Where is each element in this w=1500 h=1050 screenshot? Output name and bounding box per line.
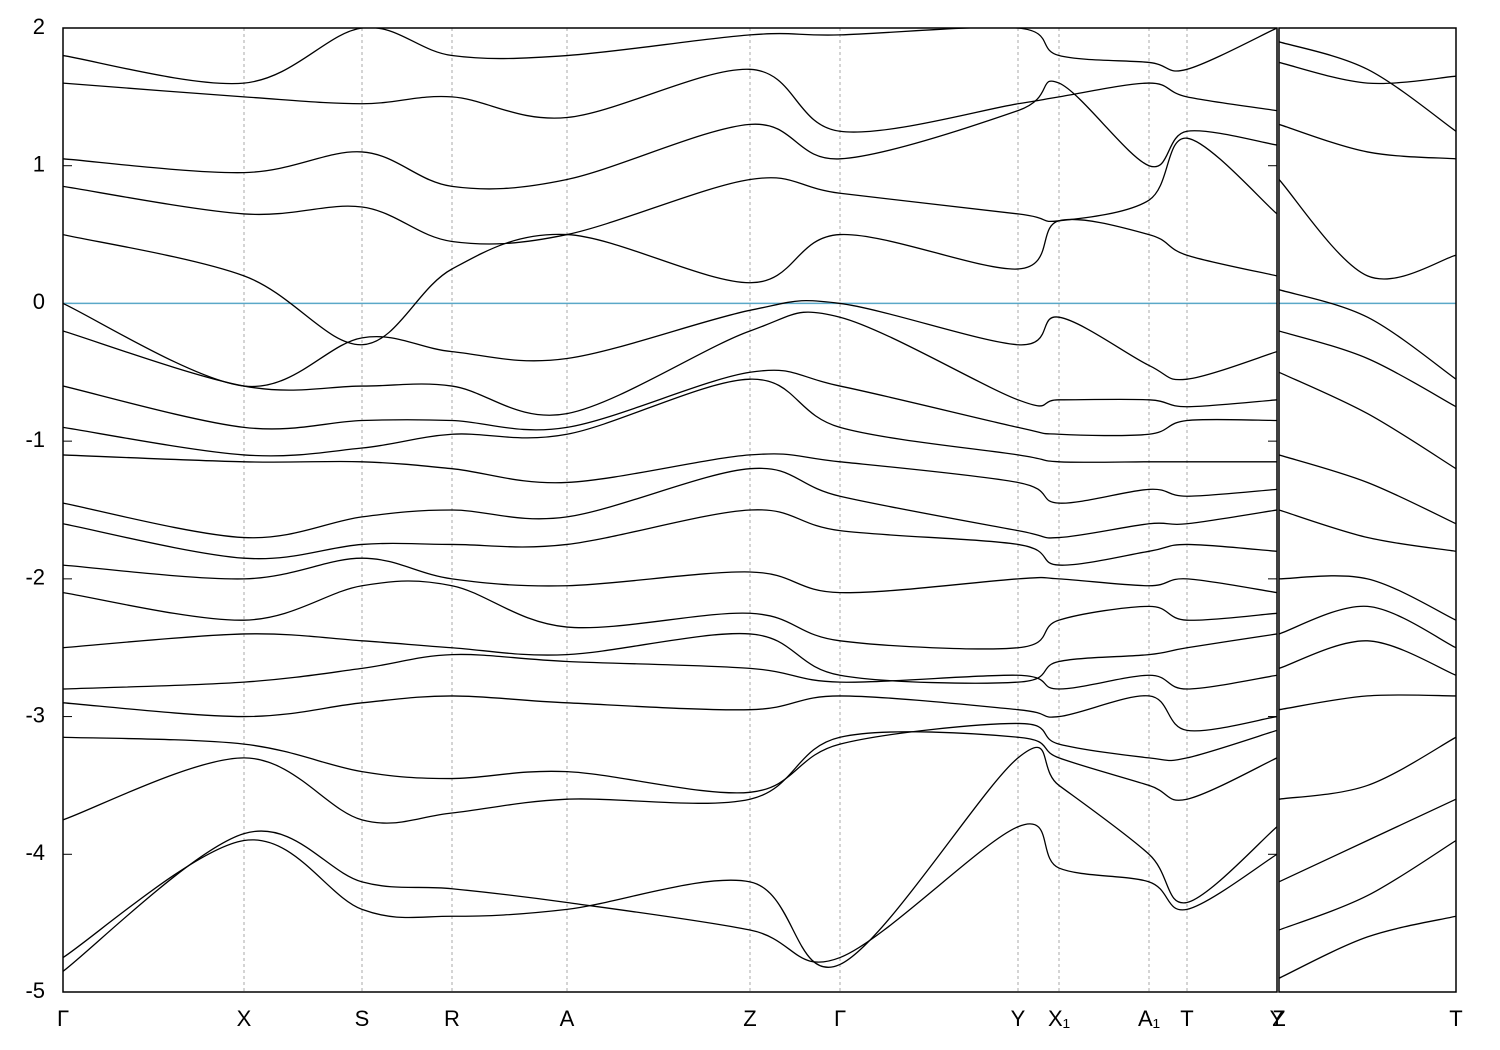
x-tick-label: S <box>355 1006 370 1031</box>
band-line <box>63 137 1277 245</box>
band-line <box>1279 371 1456 470</box>
band-line <box>1279 330 1456 408</box>
band-line <box>1279 179 1456 280</box>
band-line <box>1279 915 1456 979</box>
band-line <box>63 580 1277 650</box>
band-line <box>63 68 1277 133</box>
band-line <box>63 632 1277 684</box>
y-tick-label: -3 <box>25 702 45 727</box>
x-tick-label: Γ <box>57 1006 69 1031</box>
band-line <box>63 28 1277 85</box>
x-tick-label: T <box>1449 1006 1462 1031</box>
band-line <box>63 311 1277 416</box>
band-line <box>63 746 1277 968</box>
x-tick-label: Y <box>1011 1006 1026 1031</box>
x-tick-label: Z <box>1272 1006 1285 1031</box>
band-line <box>63 369 1277 437</box>
plot-frame <box>62 27 1278 993</box>
bands <box>1279 41 1456 979</box>
band-line <box>1279 61 1456 85</box>
y-tick-label: -2 <box>25 565 45 590</box>
band-line <box>63 80 1277 190</box>
band-line <box>1279 640 1456 676</box>
band-line <box>63 731 1277 824</box>
x-tick-label: R <box>444 1006 460 1031</box>
band-line <box>1279 123 1456 160</box>
band-line <box>63 722 1277 794</box>
band-line <box>1279 798 1456 883</box>
y-tick-label: -4 <box>25 840 45 865</box>
band-line <box>63 695 1277 732</box>
band-line <box>1279 694 1456 711</box>
y-tick-label: -1 <box>25 427 45 452</box>
band-line <box>1279 839 1456 931</box>
band-line <box>63 467 1277 539</box>
band-line <box>63 509 1277 566</box>
band-line <box>63 218 1277 346</box>
x-tick-label: Z <box>743 1006 756 1031</box>
x-tick-label: Γ <box>834 1006 846 1031</box>
band-line <box>1279 41 1456 132</box>
band-line <box>63 300 1277 388</box>
x-tick-label: X₁ <box>1048 1006 1070 1031</box>
band-line <box>1279 289 1456 380</box>
x-tick-label: T <box>1180 1006 1193 1031</box>
band-line <box>63 823 1277 972</box>
y-tick-label: 1 <box>33 152 45 177</box>
band-line <box>1279 605 1456 649</box>
y-tick-label: 0 <box>33 289 45 314</box>
x-tick-label: Y <box>1270 1006 1285 1031</box>
x-tick-label: A <box>560 1006 575 1031</box>
band-line <box>1279 575 1456 621</box>
band-line <box>1279 509 1456 552</box>
x-tick-label: X <box>237 1006 252 1031</box>
band-line <box>63 653 1277 690</box>
y-tick-label: 2 <box>33 14 45 39</box>
plot-frame <box>1278 27 1457 993</box>
band-line <box>63 453 1277 504</box>
y-tick-label: -5 <box>25 978 45 1003</box>
band-line <box>1279 736 1456 800</box>
band-line <box>1279 454 1456 525</box>
band-line <box>63 378 1277 463</box>
x-tick-label: A₁ <box>1138 1006 1160 1031</box>
band-line <box>63 557 1277 594</box>
bands <box>63 28 1277 972</box>
